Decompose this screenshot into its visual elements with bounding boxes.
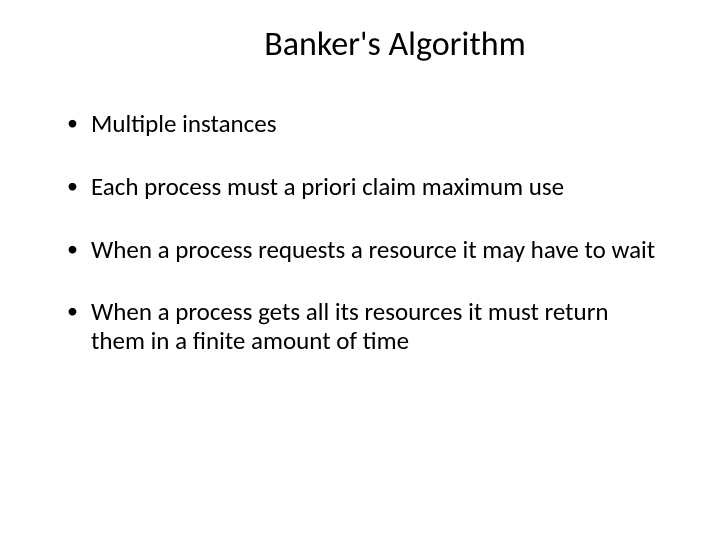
bullet-item: When a process requests a resource it ma…	[65, 236, 660, 265]
slide-container: Banker's Algorithm Multiple instances Ea…	[0, 0, 720, 540]
bullet-list: Multiple instances Each process must a p…	[60, 110, 660, 356]
bullet-item: When a process gets all its resources it…	[65, 298, 660, 356]
bullet-item: Multiple instances	[65, 110, 660, 139]
slide-title: Banker's Algorithm	[130, 24, 660, 65]
bullet-item: Each process must a priori claim maximum…	[65, 173, 660, 202]
